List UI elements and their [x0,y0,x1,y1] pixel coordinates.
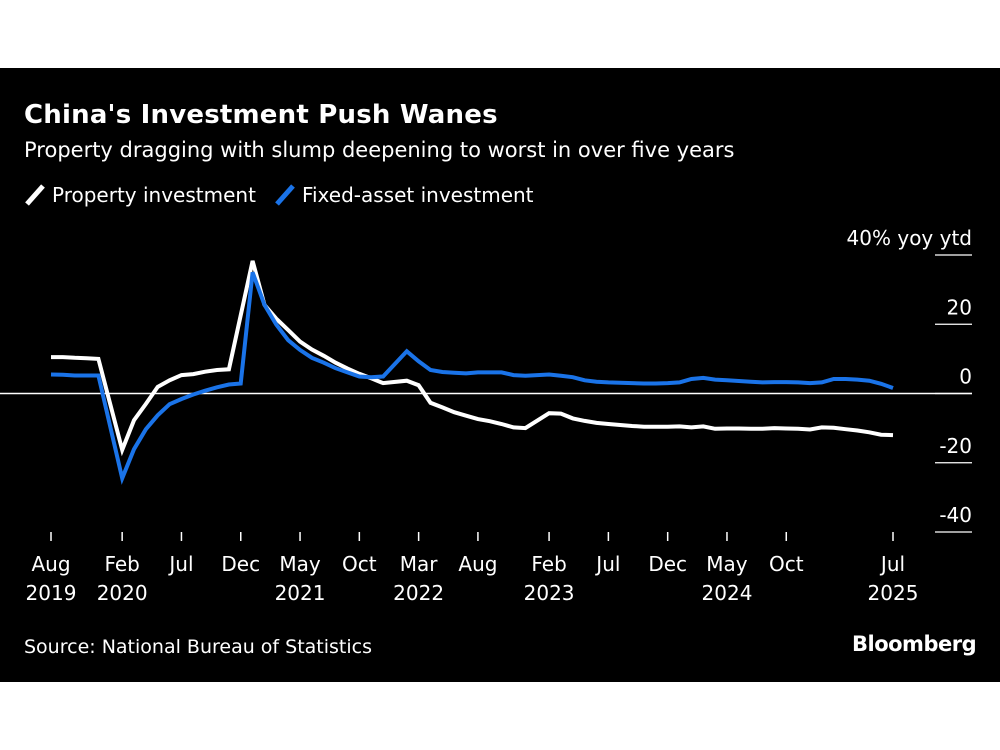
x-tick-label: Feb [104,552,139,576]
x-tick-year-label: 2022 [393,581,444,605]
x-tick-year-label: 2024 [702,581,753,605]
x-tick-label: May [279,552,321,576]
x-tick-year-label: 2019 [26,581,77,605]
x-tick-label: Dec [221,552,260,576]
series-line-property-investment [51,260,894,457]
x-tick-label: Aug [458,552,497,576]
x-tick-year-label: 2020 [97,581,148,605]
series-line-fixed-asset-investment [50,271,894,485]
legend-item-property: Property investment [24,183,256,207]
x-tick-label: May [706,552,748,576]
legend-swatch-property [25,184,45,206]
y-tick-label: 20 [947,295,972,319]
x-tick-label: Mar [400,552,439,576]
x-tick-label: Oct [342,552,377,576]
y-tick-label: -40 [939,503,972,527]
bloomberg-logo: Bloomberg [852,632,977,656]
legend: Property investment Fixed-asset investme… [24,182,552,208]
y-tick-label: 0 [959,365,972,389]
y-tick-label: -20 [939,434,972,458]
chart-panel [0,68,1000,682]
x-tick-label: Jul [167,552,193,576]
x-tick-label: Feb [531,552,566,576]
x-tick-label: Dec [648,552,687,576]
legend-item-fixed-asset: Fixed-asset investment [274,183,534,207]
chart-subtitle: Property dragging with slump deepening t… [24,138,735,162]
x-tick-label: Aug [31,552,70,576]
source-note: Source: National Bureau of Statistics [24,636,373,658]
x-tick-year-label: 2023 [524,581,575,605]
x-tick-label: Jul [879,552,905,576]
x-tick-label: Oct [769,552,804,576]
legend-swatch-fixed-asset [275,184,295,206]
legend-label-property: Property investment [52,183,256,207]
chart-title: China's Investment Push Wanes [24,100,498,130]
y-tick-label: 40% yoy ytd [847,226,972,250]
x-tick-year-label: 2021 [275,581,326,605]
x-tick-label: Jul [594,552,620,576]
x-tick-year-label: 2025 [868,581,919,605]
legend-label-fixed-asset: Fixed-asset investment [301,183,534,207]
